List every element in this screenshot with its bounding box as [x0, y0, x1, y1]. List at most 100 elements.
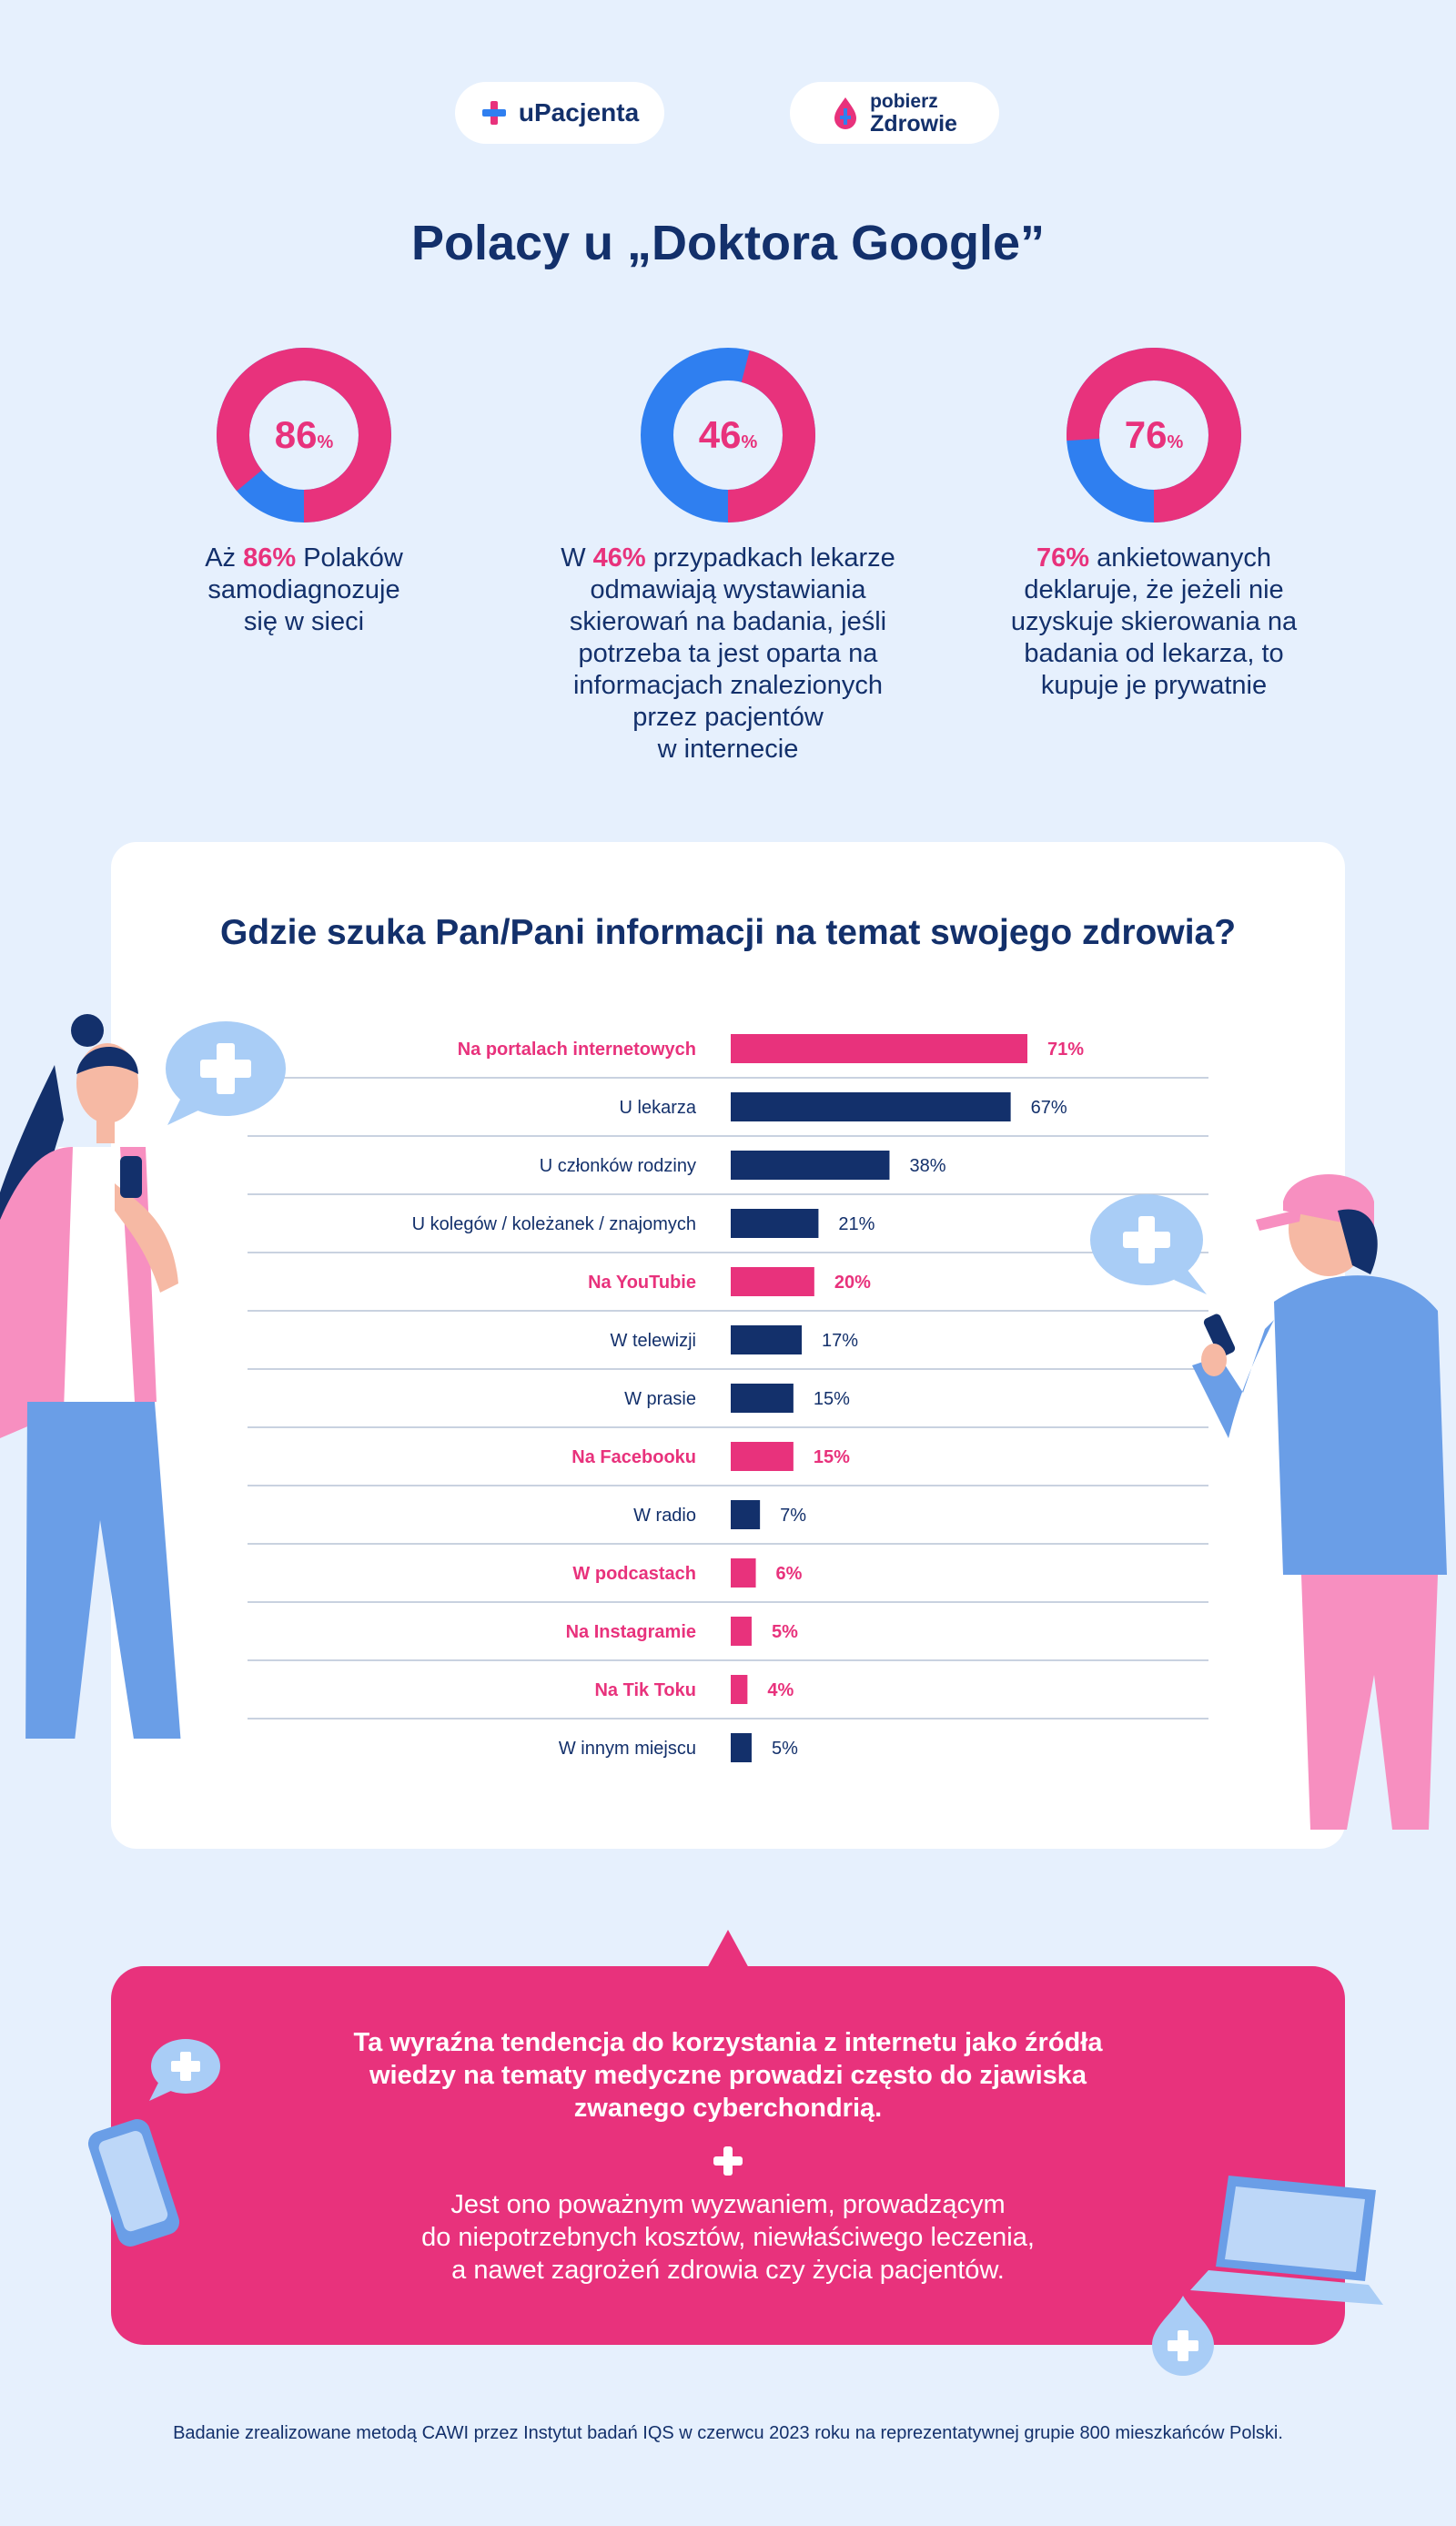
woman-illustration [0, 1014, 181, 1739]
value-label: 17% [822, 1331, 858, 1351]
drop-icon [834, 97, 857, 129]
stat-line: W 46% przypadkach lekarze [519, 543, 937, 574]
stat-text-part: potrzeba ta jest oparta na [578, 639, 878, 668]
upacjenta-logo-text: uPacjenta [518, 98, 640, 127]
donut-share-arc [641, 348, 815, 522]
bar [731, 1034, 1027, 1063]
banner-bold-text: Ta wyraźna tendencja do korzystania z in… [0, 2026, 1456, 2125]
value-label: 7% [780, 1506, 806, 1526]
donut-percent-sign: % [741, 432, 757, 452]
value-label: 67% [1031, 1098, 1067, 1118]
stat-line: skierowań na badania, jeśli [519, 606, 937, 638]
stat-text-part: przypadkach lekarze [645, 543, 895, 573]
stat-text-part: deklaruje, że jeżeli nie [1024, 575, 1284, 604]
banner-bold-line: zwanego cyberchondrią. [573, 2094, 883, 2123]
category-label: Na Instagramie [566, 1622, 696, 1642]
value-label: 5% [772, 1622, 798, 1642]
stat-line: potrzeba ta jest oparta na [519, 638, 937, 670]
footer-note: Badanie zrealizowane metodą CAWI przez I… [173, 2423, 1283, 2443]
stat-text-part: badania od lekarza, to [1024, 639, 1284, 668]
laptop-icon [1190, 2176, 1383, 2305]
bar [731, 1558, 756, 1588]
category-label: W innym miejscu [559, 1739, 696, 1759]
pobierz-text: pobierz [870, 91, 938, 112]
stat-line: odmawiają wystawiania [519, 574, 937, 606]
value-label: 15% [814, 1447, 850, 1467]
bar [731, 1617, 752, 1646]
bar [731, 1675, 748, 1704]
chart-title: Gdzie szuka Pan/Pani informacji na temat… [219, 913, 1237, 952]
category-label: Na Tik Toku [594, 1680, 696, 1700]
banner-pointer [706, 1930, 750, 1970]
banner-text: Jest ono poważnym wyzwaniem, prowadzącym… [0, 2188, 1456, 2287]
pobierz-zdrowie-text: pobierz Zdrowie [870, 91, 957, 136]
stat-text-part: się w sieci [243, 607, 365, 636]
value-label: 20% [834, 1273, 871, 1293]
stat-text-part: W [561, 543, 593, 573]
stat-line: przez pacjentów [519, 702, 937, 734]
value-label: 6% [776, 1564, 803, 1584]
donut-value: 76% [1125, 413, 1184, 456]
value-label: 5% [772, 1739, 798, 1759]
stat-line: kupuje je prywatnie [945, 670, 1363, 702]
category-label: W podcastach [572, 1564, 696, 1584]
stat-text-part: Aż [205, 543, 244, 573]
donut-share-arc [217, 348, 391, 522]
stat-text-part: uzyskuje skierowania na [1010, 607, 1298, 636]
bar [731, 1092, 1011, 1121]
donut-chart-46: 46% [641, 348, 815, 522]
donut-chart-86: 86% [217, 348, 391, 522]
chat-bubble-icon-right [1090, 1194, 1207, 1294]
page-title: Polacy u „Doktora Google” [410, 216, 1046, 270]
donut-percent-sign: % [1167, 432, 1183, 452]
donut-percent-sign: % [317, 432, 333, 452]
stat-text-part: ankietowanych [1089, 543, 1271, 573]
banner-line: Jest ono poważnym wyzwaniem, prowadzącym [450, 2190, 1006, 2219]
value-label: 4% [767, 1680, 794, 1700]
stat-line: informacjach znalezionych [519, 670, 937, 702]
bar [731, 1209, 819, 1238]
man-illustration [1192, 1174, 1447, 1830]
value-label: 38% [909, 1156, 945, 1176]
stat-highlight: 46% [592, 543, 646, 573]
stat-line: w internecie [519, 734, 937, 766]
drop-plus-icon [1152, 2296, 1214, 2376]
stat-line: samodiagnozuje [95, 574, 513, 606]
stat-text-part: kupuje je prywatnie [1040, 671, 1268, 700]
stat-text-46: W 46% przypadkach lekarze odmawiają wysta… [519, 543, 937, 766]
plus-icon [481, 101, 506, 125]
stat-text-part: odmawiają wystawiania [590, 575, 866, 604]
value-label: 21% [838, 1214, 875, 1234]
stat-highlight: 86% [243, 543, 297, 573]
stat-line: Aż 86% Polaków [95, 543, 513, 574]
bar-chart: Na portalach internetowych 71% U lekarza 67… [248, 1034, 1208, 1762]
stat-line: deklaruje, że jeżeli nie [945, 574, 1363, 606]
category-label: Na portalach internetowych [458, 1040, 696, 1060]
chat-bubble-icon [166, 1021, 286, 1125]
category-label: W radio [633, 1506, 696, 1526]
stat-text-part: samodiagnozuje [207, 575, 400, 604]
value-label: 15% [814, 1389, 850, 1409]
stat-text-86: Aż 86% Polaków samodiagnozuje się w sieci [95, 543, 513, 638]
stat-line: badania od lekarza, to [945, 638, 1363, 670]
stat-text-part: skierowań na badania, jeśli [569, 607, 887, 636]
donut-value: 86% [275, 413, 334, 456]
donut-chart-76: 76% [1067, 348, 1241, 522]
stat-line: 76% ankietowanych [945, 543, 1363, 574]
chart-card [111, 842, 1345, 1849]
stat-text-part: przez pacjentów [632, 703, 824, 732]
banner-bold-line: wiedzy na tematy medyczne prowadzi częst… [369, 2061, 1087, 2090]
pobierz-zdrowie-logo: pobierz Zdrowie [790, 82, 999, 144]
upacjenta-logo: uPacjenta [455, 82, 664, 144]
category-label: Na YouTubie [588, 1273, 696, 1293]
small-bubble-icon [149, 2039, 220, 2101]
bar [731, 1151, 890, 1180]
category-label: W prasie [624, 1389, 696, 1409]
stat-text-part: Polaków [296, 543, 403, 573]
bar [731, 1500, 761, 1529]
stat-text-76: 76% ankietowanych deklaruje, że jeżeli ni… [945, 543, 1363, 702]
phone-icon [87, 2119, 180, 2247]
banner-bold-line: Ta wyraźna tendencja do korzystania z in… [353, 2028, 1103, 2057]
bar [731, 1442, 794, 1471]
value-label: 71% [1047, 1040, 1084, 1060]
